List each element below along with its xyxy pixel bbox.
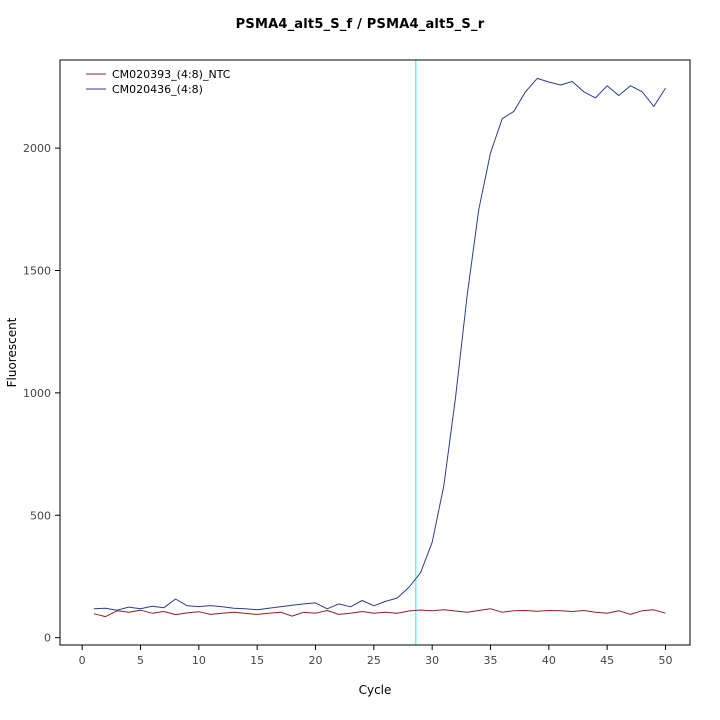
y-tick-label: 1000 xyxy=(23,387,51,400)
y-tick-label: 0 xyxy=(44,632,51,645)
x-axis: 0 5 10 15 20 25 30 35 40 45 50 xyxy=(79,645,673,667)
legend-label: CM020393_(4:8)_NTC xyxy=(112,68,231,81)
x-axis-title: Cycle xyxy=(359,683,392,697)
x-tick-label: 35 xyxy=(484,654,498,667)
y-tick-label: 1500 xyxy=(23,265,51,278)
x-tick-label: 20 xyxy=(309,654,323,667)
x-tick-label: 30 xyxy=(425,654,439,667)
y-axis: 0 500 1000 1500 2000 xyxy=(23,142,60,645)
y-tick-label: 500 xyxy=(30,509,51,522)
legend-label: CM020436_(4:8) xyxy=(112,83,203,96)
series-line-0 xyxy=(93,608,666,618)
x-tick-label: 50 xyxy=(659,654,673,667)
series-line-1 xyxy=(93,77,666,611)
plot-border xyxy=(59,59,691,646)
x-tick-label: 40 xyxy=(542,654,556,667)
legend: CM020393_(4:8)_NTC CM020436_(4:8) xyxy=(86,68,231,96)
y-axis-title: Fluorescent xyxy=(5,317,19,387)
x-tick-label: 0 xyxy=(79,654,86,667)
x-tick-label: 15 xyxy=(250,654,264,667)
chart-title: PSMA4_alt5_S_f / PSMA4_alt5_S_r xyxy=(235,17,485,32)
y-tick-label: 2000 xyxy=(23,142,51,155)
x-tick-label: 45 xyxy=(600,654,614,667)
x-tick-label: 25 xyxy=(367,654,381,667)
x-tick-label: 5 xyxy=(137,654,144,667)
x-tick-label: 10 xyxy=(192,654,206,667)
